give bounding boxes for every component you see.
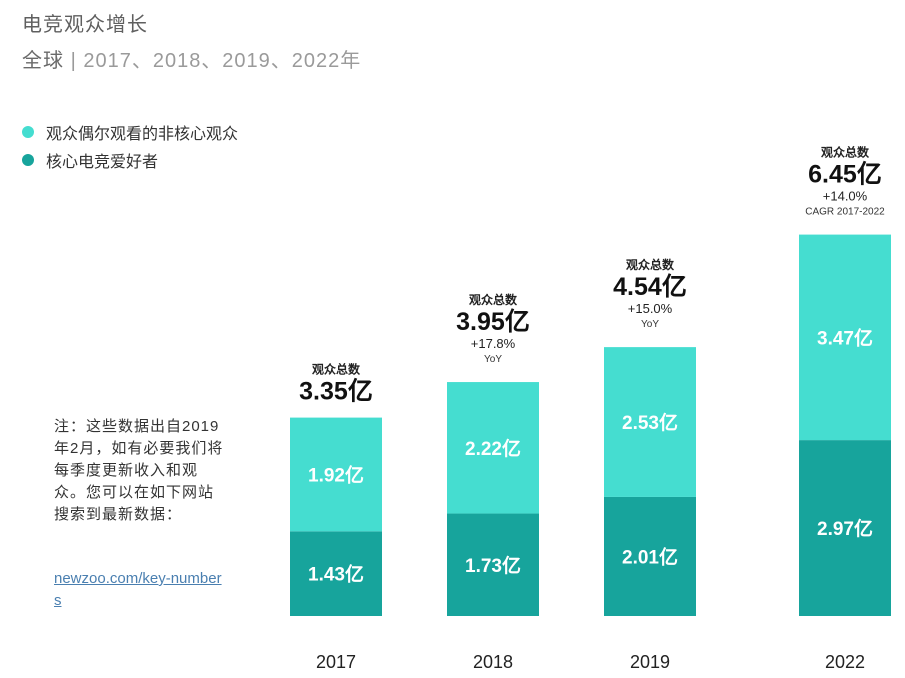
total-value-2017: 3.35亿 [299, 378, 373, 406]
total-growth-2018: +17.8% [471, 336, 516, 351]
x-tick-2017: 2017 [316, 652, 356, 672]
legend-label-casual: 观众偶尔观看的非核心观众 [46, 126, 239, 143]
legend-swatch-core [22, 154, 34, 166]
total-value-2019: 4.54亿 [613, 273, 687, 301]
chart-title: 电竞观众增长 [22, 14, 148, 36]
total-caption-2022: 观众总数 [821, 145, 870, 160]
subtitle-region: 全球 [22, 50, 64, 72]
legend-swatch-casual [22, 126, 34, 138]
subtitle-separator: | [70, 50, 77, 72]
total-growth-2022: +14.0% [823, 189, 868, 204]
bar-2017-core [290, 531, 382, 616]
bar-label-2018-core: 1.73亿 [465, 554, 521, 577]
total-value-2022: 6.45亿 [808, 161, 882, 189]
total-caption-2019: 观众总数 [626, 257, 675, 272]
x-tick-2019: 2019 [630, 652, 670, 672]
note-link[interactable]: newzoo.com/key-numbers [54, 570, 222, 609]
bar-2017-casual [290, 417, 382, 532]
legend-item-casual: 观众偶尔观看的非核心观众 [22, 118, 238, 146]
chart-legend: 观众偶尔观看的非核心观众 核心电竞爱好者 [22, 118, 238, 174]
x-tick-2022: 2022 [825, 652, 865, 672]
bar-label-2019-casual: 2.53亿 [622, 411, 678, 434]
data-note: 注：这些数据出自2019年2月，如有必要我们将每季度更新收入和观众。您可以在如下… [54, 418, 224, 523]
legend-item-core: 核心电竞爱好者 [22, 146, 238, 174]
x-tick-2018: 2018 [473, 652, 513, 672]
total-value-2018: 3.95亿 [456, 308, 530, 336]
bar-2018-casual [447, 382, 539, 514]
total-growth-label-2019: YoY [641, 319, 659, 330]
bar-2019-core [604, 496, 696, 616]
bar-label-2017-casual: 1.92亿 [308, 463, 364, 486]
chart-subtitle: 全球 | 2017、2018、2019、2022年 [22, 44, 361, 73]
total-caption-2018: 观众总数 [469, 292, 518, 307]
legend-label-core: 核心电竞爱好者 [46, 154, 159, 171]
bar-2022-casual [799, 234, 891, 441]
bar-2019-casual [604, 347, 696, 497]
bar-label-2017-core: 1.43亿 [308, 563, 364, 586]
bar-label-2022-casual: 3.47亿 [817, 326, 873, 349]
total-growth-label-2018: YoY [484, 354, 502, 365]
total-growth-label-2022: CAGR 2017-2022 [805, 207, 885, 218]
subtitle-years: 2017、2018、2019、2022年 [83, 50, 362, 72]
bar-label-2018-casual: 2.22亿 [465, 437, 521, 460]
bar-2022-core [799, 440, 891, 616]
bar-2018-core [447, 513, 539, 616]
total-caption-2017: 观众总数 [312, 362, 361, 377]
bar-label-2022-core: 2.97亿 [817, 517, 873, 540]
bar-label-2019-core: 2.01亿 [622, 545, 678, 568]
total-growth-2019: +15.0% [628, 301, 673, 316]
